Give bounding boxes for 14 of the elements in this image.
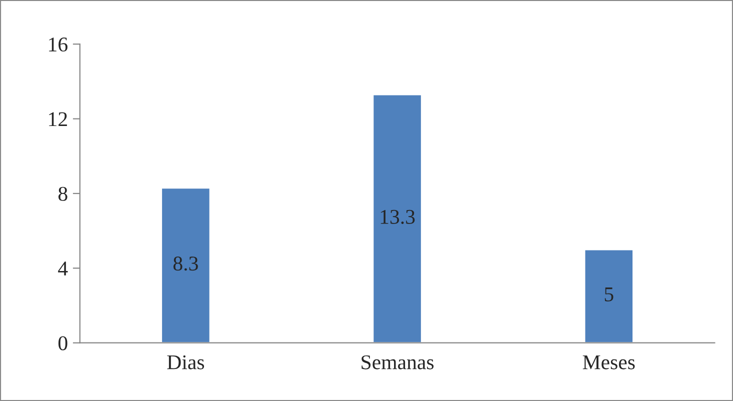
bar (160, 187, 211, 343)
bar (584, 248, 634, 343)
data-label: 13.3 (380, 210, 415, 224)
x-tick-label: Semanas (362, 355, 434, 370)
y-tick-label: 12 (49, 112, 67, 126)
x-tick-label: Dias (167, 355, 204, 370)
data-label: 5 (604, 288, 614, 302)
y-tick-label: 16 (49, 38, 68, 52)
y-tick-label: 4 (58, 262, 68, 276)
x-tick-label: Meses (582, 355, 635, 370)
y-tick-label: 0 (58, 336, 68, 350)
data-label: 8.3 (173, 256, 198, 271)
y-tick-label: 8 (58, 186, 68, 201)
bar (372, 94, 422, 343)
